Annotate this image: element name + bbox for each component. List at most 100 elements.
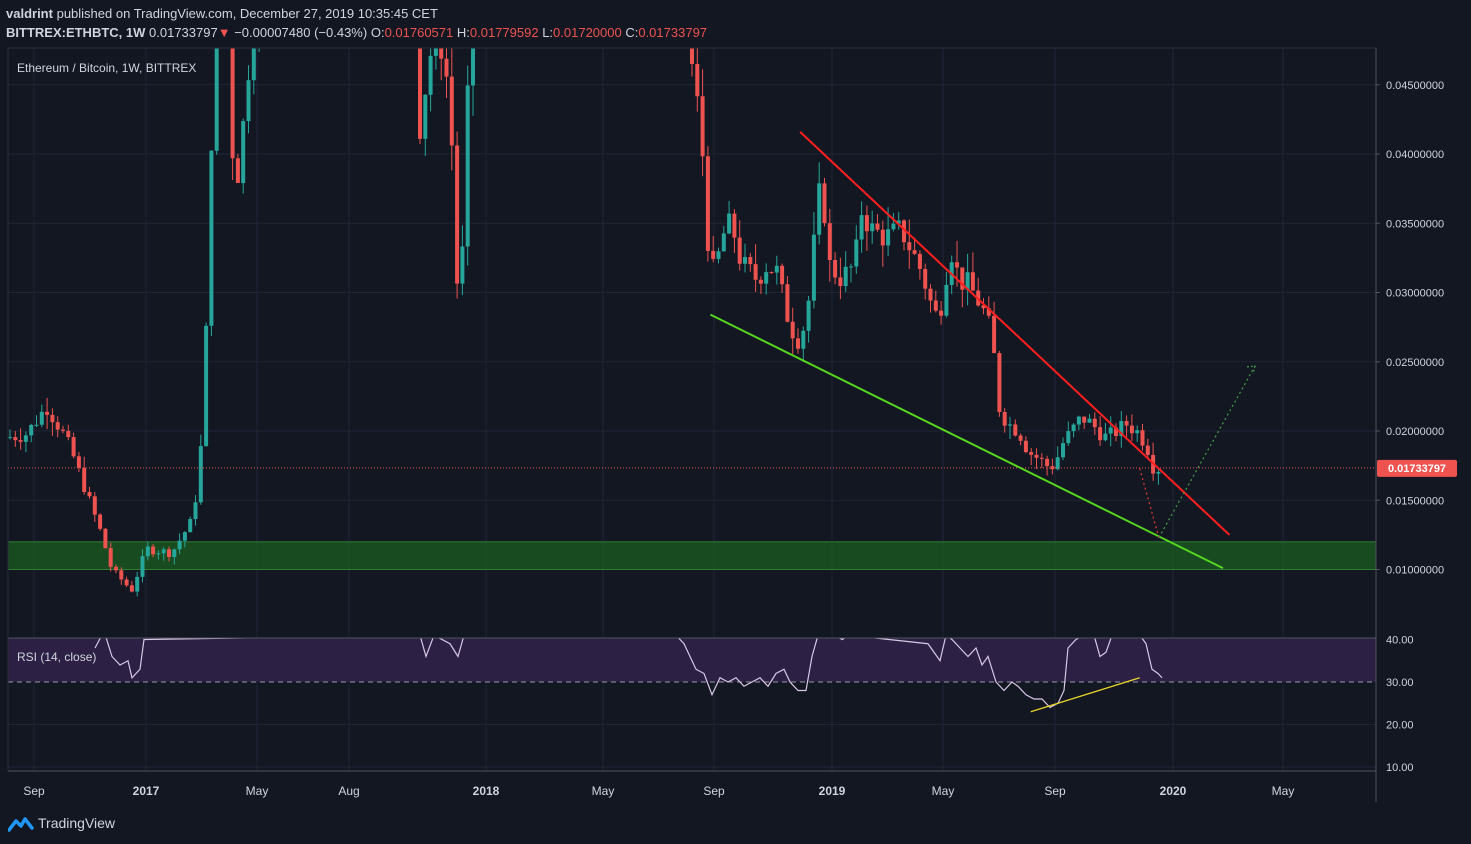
- publish-date: published on TradingView.com, December 2…: [56, 6, 438, 21]
- rsi-axis[interactable]: 40.00 30.00 20.00 10.00: [1386, 635, 1414, 775]
- candle-body: [87, 491, 92, 497]
- candle-body: [193, 502, 198, 520]
- candle-body: [198, 446, 203, 503]
- candle-body: [854, 239, 859, 267]
- candle-body: [970, 272, 975, 291]
- candle-body: [806, 300, 811, 331]
- candle-body: [1108, 427, 1113, 434]
- candle-body: [114, 566, 118, 571]
- candle-body: [732, 213, 737, 238]
- candle-body: [700, 96, 705, 157]
- candle-body: [1092, 418, 1097, 428]
- candle-body: [986, 308, 991, 316]
- candle-body: [743, 257, 747, 264]
- candle-body: [907, 242, 912, 251]
- candle-body: [965, 272, 970, 290]
- last-price: 0.01733797: [149, 25, 218, 40]
- candle-body: [61, 429, 65, 431]
- candle-body: [822, 183, 827, 224]
- rsi-tick-label: 30.00: [1386, 677, 1414, 689]
- candle-body: [449, 76, 454, 146]
- candle-body: [796, 338, 800, 349]
- close-label: C:: [625, 25, 639, 40]
- candle-body: [1055, 457, 1060, 470]
- candle-body: [145, 546, 150, 557]
- support-zone: [7, 541, 1377, 570]
- candle-body: [471, 48, 475, 86]
- descending-support-line: [709, 313, 1224, 570]
- candle-body: [18, 440, 23, 442]
- candle-body: [758, 279, 763, 284]
- tradingview-brand[interactable]: TradingView: [38, 815, 116, 831]
- candle-body: [833, 260, 838, 278]
- author[interactable]: valdrint: [6, 6, 53, 21]
- time-tick-label: Sep: [703, 784, 725, 798]
- candle-body: [774, 265, 779, 273]
- candle-body: [1114, 427, 1118, 436]
- candle-body: [880, 229, 885, 246]
- arrowhead-icon: [1246, 365, 1256, 375]
- projected-drop-line: [1139, 468, 1160, 538]
- candle-body: [241, 121, 246, 184]
- candle-body: [1029, 452, 1034, 455]
- candle-body: [230, 48, 235, 159]
- high-label: H:: [456, 25, 470, 40]
- candle-body: [23, 435, 28, 442]
- candle-body: [849, 266, 853, 268]
- time-tick-label: May: [246, 784, 269, 798]
- time-tick-label: 2018: [473, 784, 500, 798]
- candle-body: [455, 145, 460, 284]
- time-tick-label: May: [592, 784, 615, 798]
- pane-separators: [7, 47, 1377, 802]
- time-tick-label: Sep: [23, 784, 45, 798]
- candle-body: [711, 250, 716, 259]
- candle-body: [902, 220, 906, 243]
- svg-text:0.01733797: 0.01733797: [1388, 463, 1446, 475]
- candle-body: [151, 546, 156, 555]
- candle-body: [933, 300, 938, 311]
- candle-body: [1066, 431, 1071, 444]
- current-price-label: 0.01733797: [1377, 459, 1457, 477]
- candle-body: [997, 353, 1002, 412]
- candle-body: [1082, 416, 1087, 423]
- price-tick-label: 0.03500000: [1386, 218, 1444, 230]
- symbol[interactable]: BITTREX:ETHBTC, 1W: [6, 25, 146, 40]
- candle-body: [13, 437, 18, 441]
- candle-body: [251, 48, 256, 81]
- candle-body: [214, 48, 219, 151]
- candle-body: [235, 158, 240, 184]
- candle-body: [460, 246, 465, 284]
- price-axis[interactable]: 0.04500000 0.04000000 0.03500000 0.03000000…: [1376, 80, 1444, 577]
- candle-body: [695, 63, 700, 97]
- candle-body: [161, 549, 166, 554]
- trend-drawings: [709, 131, 1256, 570]
- candle-body: [55, 422, 60, 430]
- low-value: 0.01720000: [553, 25, 622, 40]
- candle-body: [1098, 427, 1103, 441]
- candle-body: [135, 576, 140, 592]
- candle-body: [428, 55, 433, 95]
- tradingview-logo-icon[interactable]: [8, 816, 34, 832]
- candle-body: [129, 585, 134, 592]
- candle-body: [859, 215, 864, 240]
- candle-body: [827, 223, 832, 261]
- candle-body: [1013, 424, 1018, 436]
- candle-body: [45, 411, 50, 415]
- candle-body: [912, 250, 917, 254]
- candle-body: [981, 305, 986, 309]
- candle-body: [1071, 424, 1076, 432]
- candle-body: [817, 183, 822, 235]
- time-tick-label: 2020: [1160, 784, 1187, 798]
- candle-body: [92, 496, 97, 515]
- candle-body: [1061, 443, 1065, 458]
- candle-body: [1140, 430, 1145, 446]
- candle-body: [34, 424, 39, 426]
- publish-info: valdrint published on TradingView.com, D…: [6, 6, 438, 21]
- time-axis[interactable]: Sep 2017 May Aug 2018 May Sep 2019 May Sep 2020 May: [23, 784, 1294, 798]
- footer: TradingView: [0, 804, 1471, 844]
- candle-body: [753, 264, 758, 280]
- candle-body: [1129, 425, 1134, 434]
- rsi-divergence-line: [1030, 677, 1140, 713]
- candle-body: [167, 549, 171, 558]
